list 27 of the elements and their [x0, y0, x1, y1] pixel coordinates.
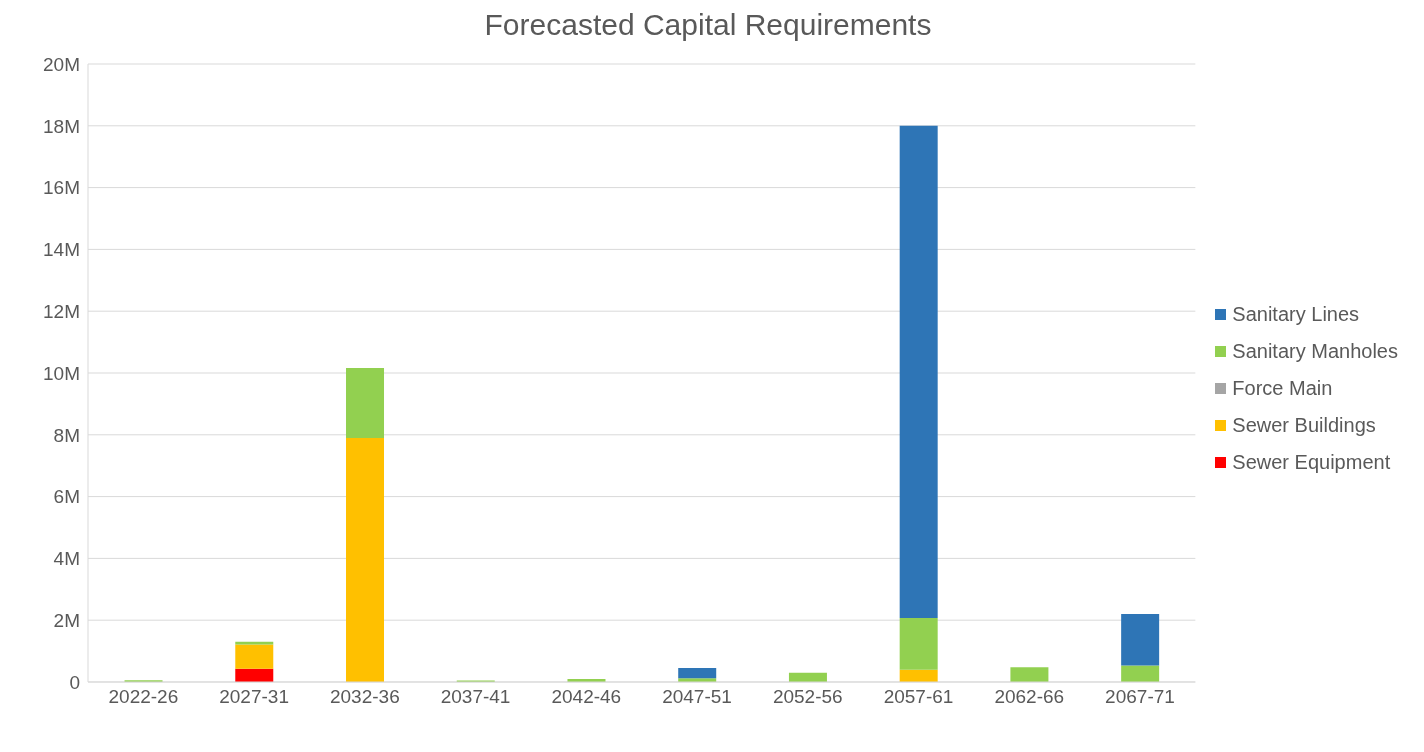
y-tick-label: 14M [43, 239, 80, 261]
legend-label: Sewer Equipment [1232, 450, 1391, 474]
x-tick-label: 2047-51 [662, 686, 732, 708]
chart-title: Forecasted Capital Requirements [483, 8, 933, 43]
legend-label: Force Main [1232, 376, 1333, 400]
x-tick-label: 2022-26 [108, 686, 179, 708]
y-tick-label: 8M [53, 424, 80, 446]
y-tick-label: 20M [43, 53, 80, 75]
y-tick-label: 16M [43, 177, 80, 199]
y-tick-label: 4M [53, 548, 80, 570]
x-tick-label: 2062-66 [994, 686, 1065, 708]
x-tick-label: 2037-41 [440, 686, 511, 708]
x-tick-label: 2057-61 [883, 686, 954, 708]
x-tick-label: 2032-36 [329, 686, 400, 708]
y-tick-label: 10M [43, 362, 80, 384]
x-tick-label: 2067-71 [1105, 686, 1175, 708]
y-tick-label: 12M [43, 300, 80, 322]
legend-label: Sanitary Lines [1232, 302, 1360, 326]
y-tick-label: 0 [69, 671, 80, 693]
x-tick-label: 2042-46 [551, 686, 622, 708]
legend-label: Sewer Buildings [1232, 413, 1376, 437]
y-tick-label: 18M [43, 115, 80, 137]
y-tick-label: 6M [53, 486, 80, 508]
x-tick-label: 2027-31 [219, 686, 289, 708]
y-tick-label: 2M [53, 609, 80, 631]
legend-label: Sanitary Manholes [1232, 339, 1398, 363]
x-tick-label: 2052-56 [772, 686, 843, 708]
